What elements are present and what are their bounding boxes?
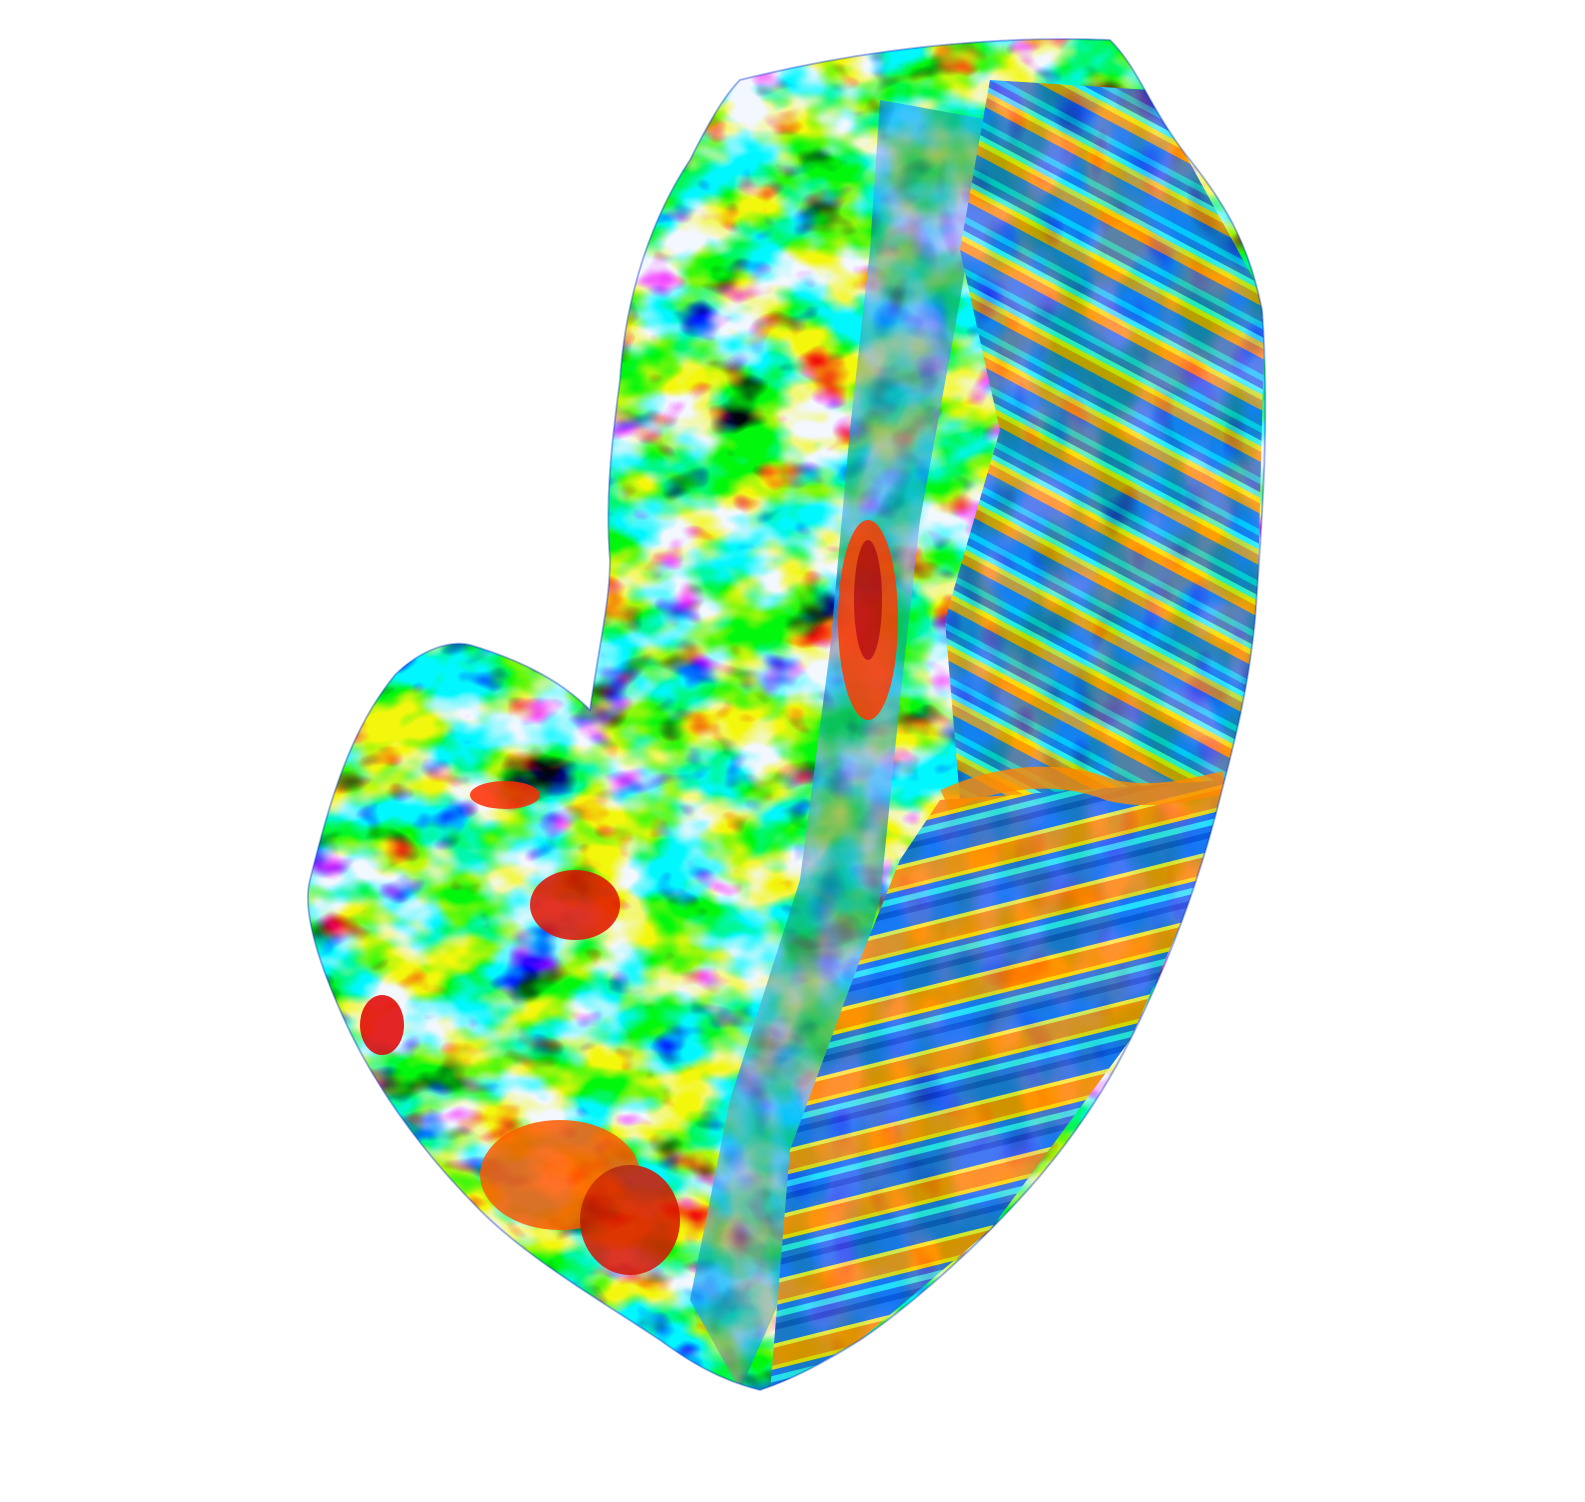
hot-spots	[360, 520, 898, 1275]
surface-body	[307, 39, 1266, 1391]
ridge-highlight	[940, 766, 1228, 811]
upper-right-striped-face	[945, 80, 1265, 800]
